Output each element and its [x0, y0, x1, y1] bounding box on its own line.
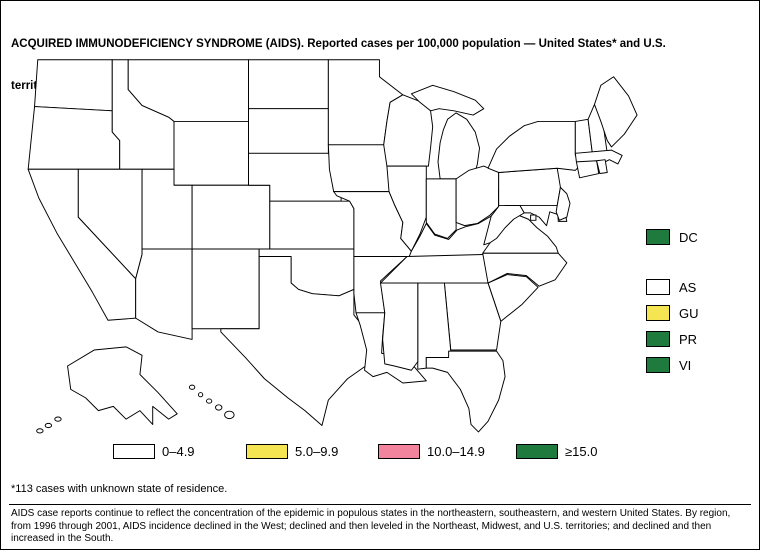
range-legend-item-4: ≥15.0 — [516, 444, 597, 459]
territory-legend-item-dc: DC — [646, 229, 699, 245]
state-hi-island — [224, 410, 235, 420]
united-states-choropleth-map — [27, 59, 638, 434]
state-or — [27, 106, 121, 170]
report-title-line1: ACQUIRED IMMUNODEFICIENCY SYNDROME (AIDS… — [11, 38, 666, 50]
territory-legend-item-gu: GU — [646, 305, 699, 321]
territory-legend-item-as: AS — [646, 279, 699, 295]
state-ms — [380, 282, 419, 371]
legend-swatch-vi — [646, 357, 670, 373]
legend-label-pr: PR — [679, 331, 698, 347]
legend-swatch-as — [646, 279, 670, 295]
legend-swatch-dc — [646, 229, 670, 245]
state-wy — [173, 120, 249, 186]
range-label-2: 5.0–9.9 — [295, 444, 339, 459]
state-nd — [248, 59, 329, 110]
range-label-4: ≥15.0 — [565, 444, 598, 459]
state-oh — [455, 165, 500, 227]
state-hi-island — [198, 392, 204, 398]
state-ks — [269, 200, 355, 250]
state-ct — [575, 160, 600, 179]
state-me — [594, 76, 638, 148]
state-tx — [220, 255, 370, 427]
range-legend-item-2: 5.0–9.9 — [246, 444, 338, 459]
territory-legend-item-vi: VI — [646, 357, 699, 373]
territory-legend-item-pr: PR — [646, 331, 699, 347]
range-swatch-1 — [113, 444, 155, 459]
state-ak-aleutian-island — [36, 428, 44, 434]
state-al — [417, 282, 452, 370]
caption-text: AIDS case reports continue to reflect th… — [11, 508, 731, 544]
state-hi-island — [188, 384, 196, 390]
state-dc — [530, 214, 537, 221]
state-ak-aleutian-island — [44, 422, 53, 429]
state-az — [135, 248, 193, 340]
state-co — [191, 184, 271, 250]
state-nm — [191, 248, 260, 330]
range-swatch-2 — [246, 444, 288, 459]
state-hi-island — [205, 398, 213, 404]
legend-label-gu: GU — [679, 305, 699, 321]
footnote: *113 cases with unknown state of residen… — [11, 483, 228, 495]
legend-label-as: AS — [679, 279, 697, 295]
separator-rule — [9, 504, 751, 505]
state-fl — [425, 350, 506, 433]
state-nj — [555, 186, 571, 221]
range-label-1: 0–4.9 — [162, 444, 195, 459]
state-la — [355, 312, 427, 384]
territory-legend: DC AS GU PR VI — [646, 229, 699, 383]
range-swatch-3 — [378, 444, 420, 459]
legend-swatch-gu — [646, 305, 670, 321]
state-wa — [34, 59, 113, 112]
legend-label-dc: DC — [679, 229, 698, 245]
state-ri — [596, 159, 608, 175]
state-ca — [27, 168, 137, 321]
state-sd — [248, 108, 329, 154]
legend-label-vi: VI — [679, 357, 692, 373]
state-mi-upper-peninsula — [410, 84, 485, 116]
state-ak — [67, 346, 178, 425]
range-legend-item-3: 10.0–14.9 — [378, 444, 485, 459]
range-label-3: 10.0–14.9 — [427, 444, 485, 459]
state-pa — [498, 167, 561, 206]
legend-swatch-pr — [646, 331, 670, 347]
state-ny — [487, 120, 583, 173]
range-legend-item-1: 0–4.9 — [113, 444, 195, 459]
state-ak-aleutian-island — [54, 416, 62, 422]
range-swatch-4 — [516, 444, 558, 459]
state-hi-island — [215, 404, 223, 411]
